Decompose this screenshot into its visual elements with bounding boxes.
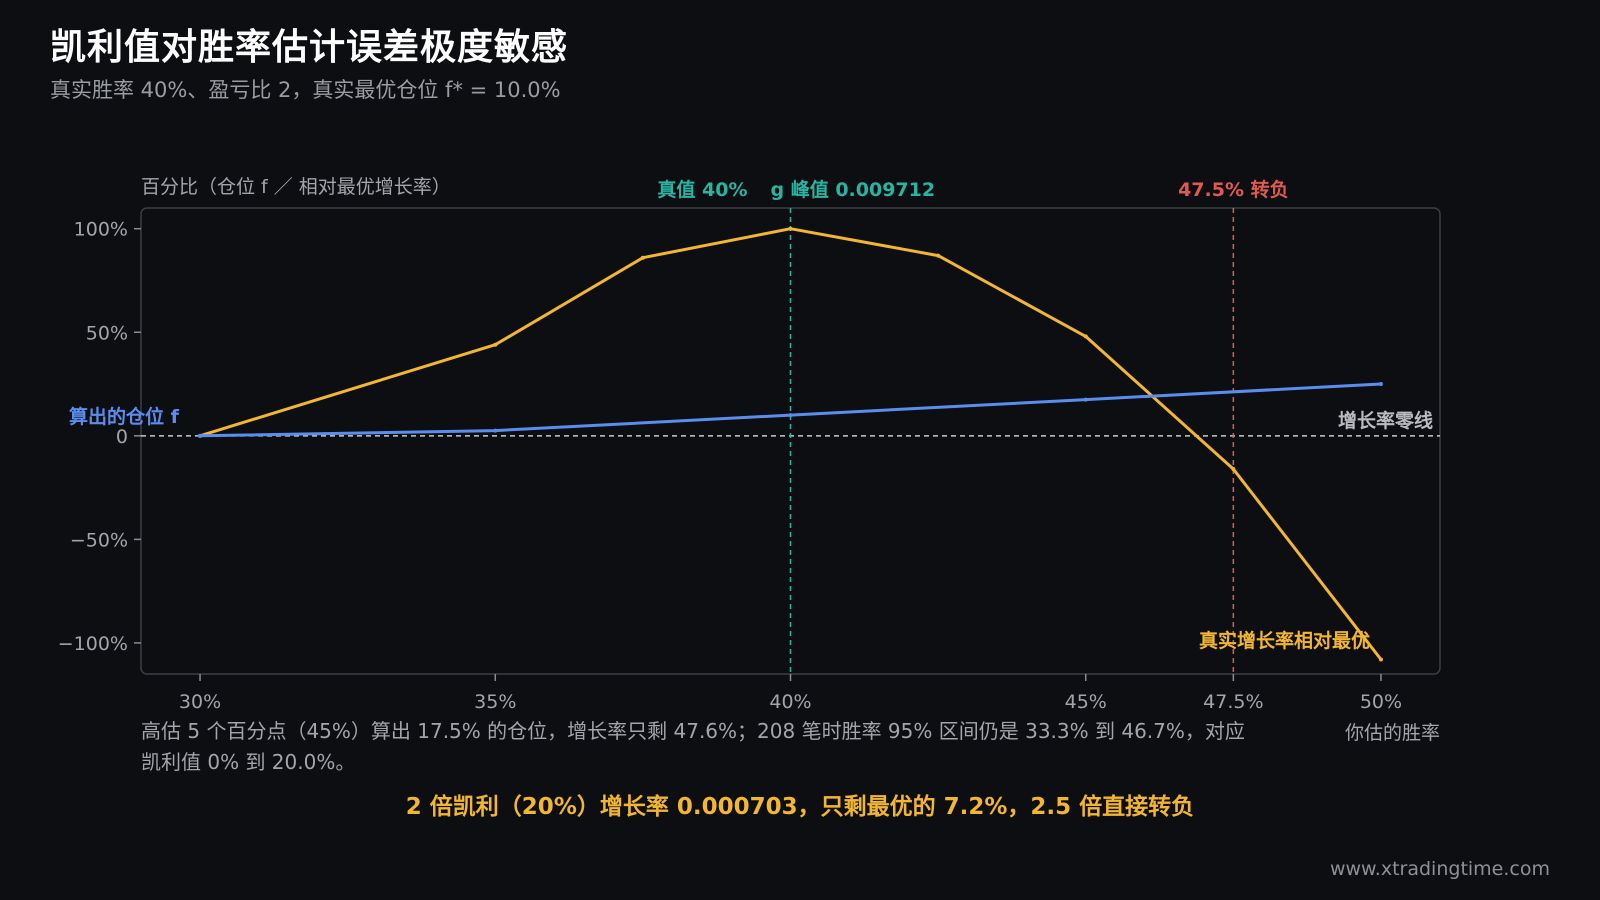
x-tick-label: 40%	[769, 691, 811, 713]
data-point	[788, 226, 793, 231]
true-value-label: 真值 40%	[657, 178, 747, 201]
data-point	[493, 428, 498, 433]
footnote: 高估 5 个百分点（45%）算出 17.5% 的仓位，增长率只剩 47.6%；2…	[141, 719, 1245, 774]
highlight-note: 2 倍凯利（20%）增长率 0.000703，只剩最优的 7.2%，2.5 倍直…	[405, 794, 1195, 820]
y-tick-label: 50%	[86, 322, 128, 344]
x-tick-label: 30%	[179, 691, 221, 713]
y-tick-label: −100%	[58, 633, 128, 655]
data-point	[936, 253, 941, 258]
x-tick-label: 35%	[474, 691, 516, 713]
peak-value-label: g 峰值 0.009712	[771, 178, 936, 201]
fraction-series-label: 算出的仓位 f	[69, 405, 180, 428]
y-tick-label: 100%	[74, 219, 128, 241]
data-point	[1378, 382, 1383, 387]
data-point	[1231, 466, 1236, 471]
chart-subtitle: 真实胜率 40%、盈亏比 2，真实最优仓位 f* = 10.0%	[50, 78, 561, 102]
data-point	[198, 433, 203, 438]
x-tick-label: 50%	[1360, 691, 1402, 713]
y-tick-label: −50%	[70, 529, 128, 551]
website-watermark: www.xtradingtime.com	[1329, 858, 1550, 880]
data-point	[493, 342, 498, 347]
y-axis-label: 百分比（仓位 f ／ 相对最优增长率）	[141, 176, 451, 198]
data-point	[1378, 657, 1383, 662]
x-axis-label: 你估的胜率	[1345, 722, 1440, 744]
y-tick-label: 0	[116, 426, 128, 448]
chart-title: 凯利值对胜率估计误差极度敏感	[50, 27, 569, 68]
series-line-0	[198, 227, 1383, 661]
x-tick-label: 47.5%	[1203, 691, 1263, 713]
x-tick-label: 45%	[1065, 691, 1107, 713]
data-point	[1083, 334, 1088, 339]
data-point	[1083, 397, 1088, 402]
growth-series-label: 真实增长率相对最优	[1199, 629, 1370, 652]
data-point	[788, 413, 793, 418]
zero-line-label: 增长率零线	[1338, 409, 1433, 432]
turn-negative-label: 47.5% 转负	[1178, 178, 1289, 201]
data-point	[640, 255, 645, 260]
